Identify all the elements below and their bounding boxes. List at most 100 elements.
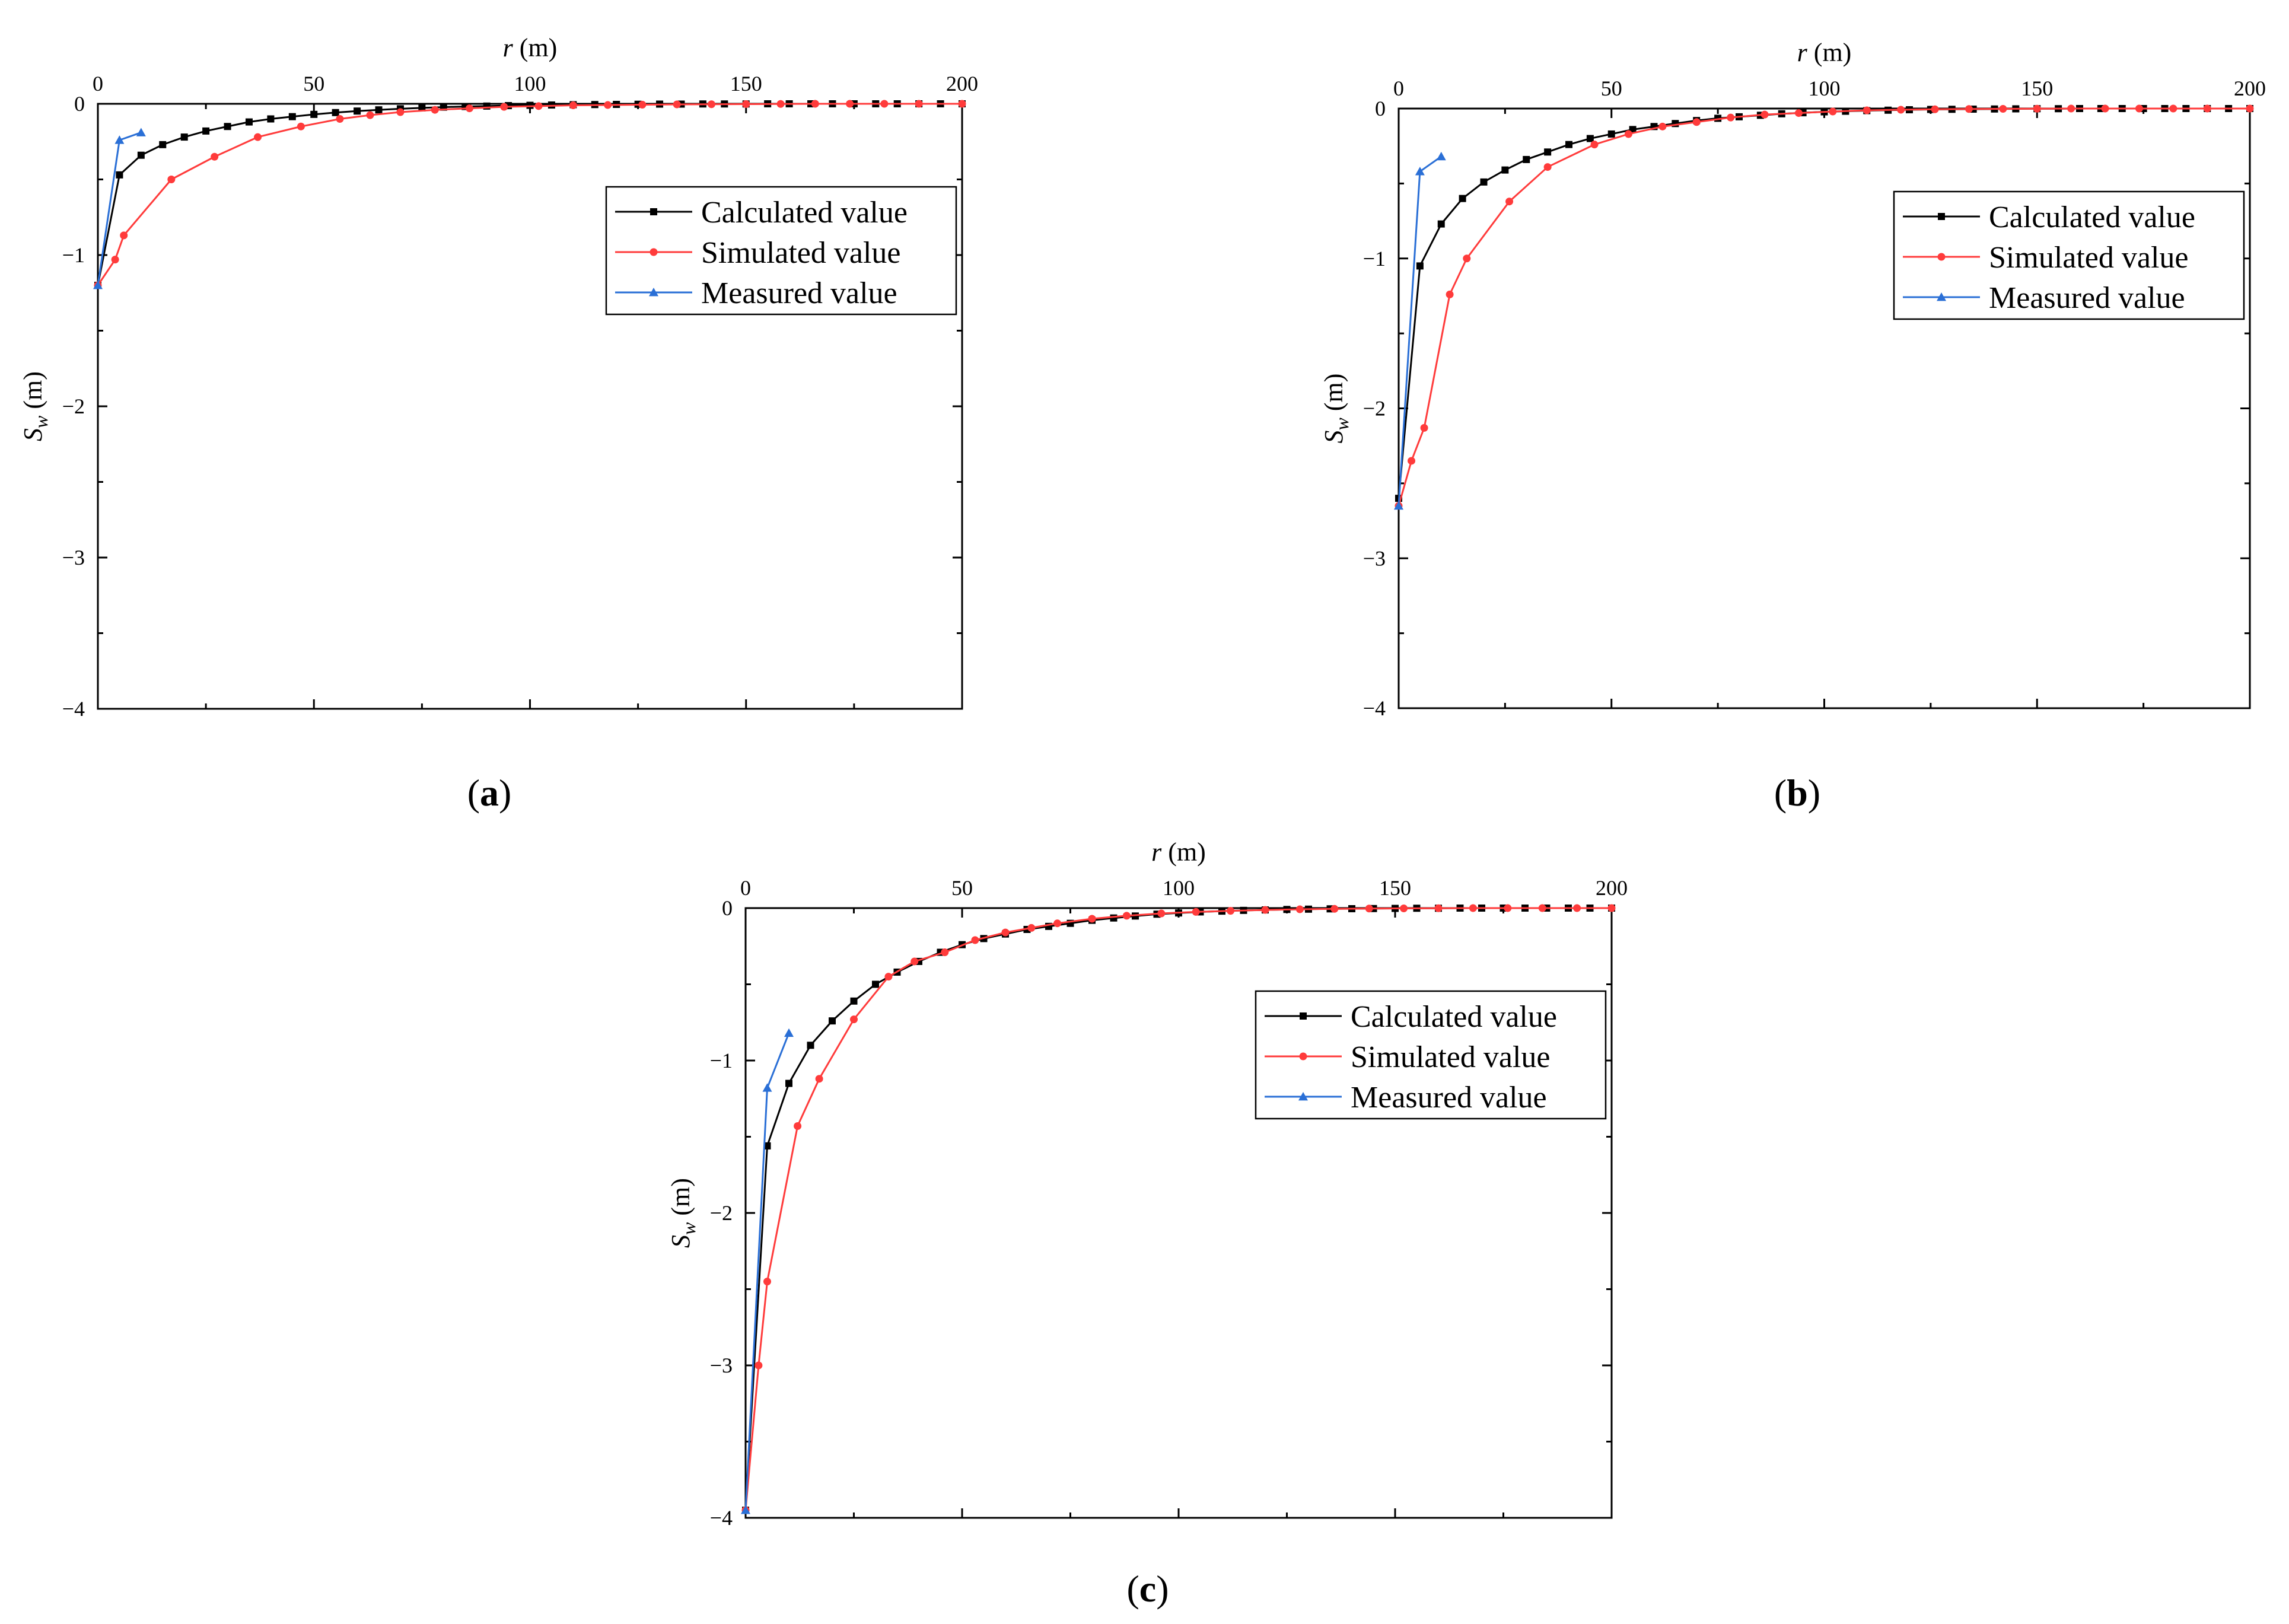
simulated-value-point bbox=[1261, 906, 1269, 914]
y-tick-label: −2 bbox=[710, 1201, 733, 1225]
x-tick-label: 0 bbox=[740, 876, 751, 900]
simulated-value-point bbox=[1931, 105, 1939, 113]
simulated-value-point bbox=[1463, 254, 1471, 263]
panel-label-letter: b bbox=[1787, 772, 1808, 814]
simulated-value-point bbox=[1420, 423, 1428, 432]
calculated-value-point bbox=[375, 106, 383, 114]
simulated-value-point bbox=[850, 1015, 858, 1024]
simulated-value-point bbox=[2203, 104, 2211, 113]
legend-calculated-value-marker bbox=[1938, 213, 1945, 220]
simulated-value-point bbox=[1295, 905, 1304, 913]
simulated-value-point bbox=[366, 111, 374, 119]
simulated-value-point bbox=[1624, 130, 1632, 138]
simulated-value-point bbox=[1897, 106, 1905, 114]
panel-label-close-paren: ) bbox=[1808, 772, 1820, 814]
simulated-value-point bbox=[1469, 904, 1477, 912]
x-axis-title: r (m) bbox=[1797, 38, 1852, 67]
simulated-value-point bbox=[1027, 924, 1036, 932]
simulated-value-point bbox=[396, 108, 405, 116]
calculated-value-point bbox=[310, 110, 318, 118]
calculated-value-point bbox=[526, 101, 534, 109]
simulated-value-point bbox=[1590, 141, 1599, 149]
simulated-value-point bbox=[1543, 163, 1552, 171]
y-tick-label: −1 bbox=[710, 1049, 733, 1072]
legend-measured-value-label: Measured value bbox=[1351, 1081, 1547, 1114]
measured-value-point bbox=[93, 281, 103, 289]
simulated-value-point bbox=[971, 936, 979, 944]
simulated-value-point bbox=[958, 100, 966, 108]
simulated-value-point bbox=[2169, 104, 2177, 113]
simulated-value-point bbox=[569, 101, 577, 110]
simulated-value-point bbox=[534, 102, 543, 110]
x-axis-title-unit: (m) bbox=[1161, 838, 1206, 867]
x-tick-label: 150 bbox=[1379, 876, 1411, 900]
legend-measured-value-marker bbox=[1298, 1092, 1308, 1101]
panel-label-letter: a bbox=[480, 772, 499, 814]
simulated-value-point bbox=[297, 122, 305, 130]
calculated-value-point bbox=[267, 115, 275, 123]
measured-value-point bbox=[1436, 151, 1446, 161]
legend: Calculated value Simulated value Measured … bbox=[605, 186, 957, 316]
simulated-value-point bbox=[1727, 113, 1735, 122]
x-tick-label: 50 bbox=[1601, 77, 1622, 100]
measured-value-line bbox=[1397, 155, 1442, 506]
calculated-value-point bbox=[1544, 148, 1552, 156]
y-axis-title-symbol: S bbox=[1319, 430, 1348, 443]
calculated-value-point bbox=[1586, 135, 1594, 142]
calculated-value-point bbox=[1565, 141, 1572, 148]
calculated-value-point bbox=[829, 1017, 836, 1025]
x-tick-label: 200 bbox=[1596, 876, 1628, 900]
panel-label: (a) bbox=[467, 772, 512, 814]
legend-simulated-value-label: Simulated value bbox=[1989, 241, 2188, 275]
simulated-value-point bbox=[120, 231, 128, 240]
simulated-value-point bbox=[1001, 928, 1010, 937]
simulated-value-point bbox=[2033, 104, 2041, 113]
simulated-value-point bbox=[167, 176, 176, 183]
simulated-value-point bbox=[707, 100, 715, 109]
legend-measured-value-label: Measured value bbox=[1989, 281, 2185, 315]
legend-calculated-value-label: Calculated value bbox=[701, 196, 908, 230]
simulated-value-point bbox=[1538, 904, 1546, 912]
simulated-value-point bbox=[604, 101, 612, 109]
calculated-value-point bbox=[288, 113, 296, 120]
calculated-value-point bbox=[807, 1042, 814, 1049]
simulated-value-point bbox=[1504, 904, 1512, 912]
simulated-value-point bbox=[500, 103, 508, 111]
calculated-value-point bbox=[116, 171, 123, 179]
simulated-value-point bbox=[1330, 905, 1339, 913]
measured-value-point bbox=[1394, 501, 1403, 510]
calculated-value-point bbox=[418, 104, 426, 112]
calculated-value-point bbox=[332, 109, 339, 116]
simulated-value-point bbox=[915, 100, 923, 108]
legend-simulated-value-label: Simulated value bbox=[701, 236, 900, 270]
calculated-value-point bbox=[137, 151, 145, 159]
simulated-value-point bbox=[431, 106, 439, 114]
calculated-value-point bbox=[1523, 155, 1530, 163]
simulated-value-point bbox=[254, 133, 262, 141]
measured-value-point bbox=[1415, 167, 1425, 176]
simulated-value-point bbox=[1227, 907, 1235, 915]
legend-simulated-value-label: Simulated value bbox=[1351, 1040, 1550, 1074]
y-axis-title: Sw (m) bbox=[18, 371, 52, 441]
measured-value-point bbox=[114, 135, 125, 144]
simulated-value-point bbox=[1446, 290, 1454, 298]
calculated-value-point bbox=[1607, 130, 1615, 138]
calculated-value-point bbox=[180, 133, 188, 141]
simulated-value-point bbox=[1122, 912, 1131, 920]
simulated-value-line bbox=[97, 103, 962, 286]
legend: Calculated value Simulated value Measured … bbox=[1255, 990, 1607, 1120]
simulated-value-point bbox=[2135, 104, 2143, 113]
simulated-value-point bbox=[673, 100, 681, 109]
calculated-value-point bbox=[1459, 195, 1466, 202]
simulated-value-point bbox=[1400, 905, 1408, 913]
x-tick-label: 150 bbox=[730, 72, 762, 95]
x-axis-title-symbol: r bbox=[1797, 38, 1808, 67]
simulated-value-point bbox=[1365, 905, 1373, 913]
simulated-value-point bbox=[1692, 118, 1701, 126]
simulated-value-point bbox=[638, 101, 647, 109]
simulated-value-point bbox=[763, 1278, 771, 1286]
simulated-value-point bbox=[1157, 909, 1166, 918]
simulated-value-point bbox=[211, 152, 219, 161]
